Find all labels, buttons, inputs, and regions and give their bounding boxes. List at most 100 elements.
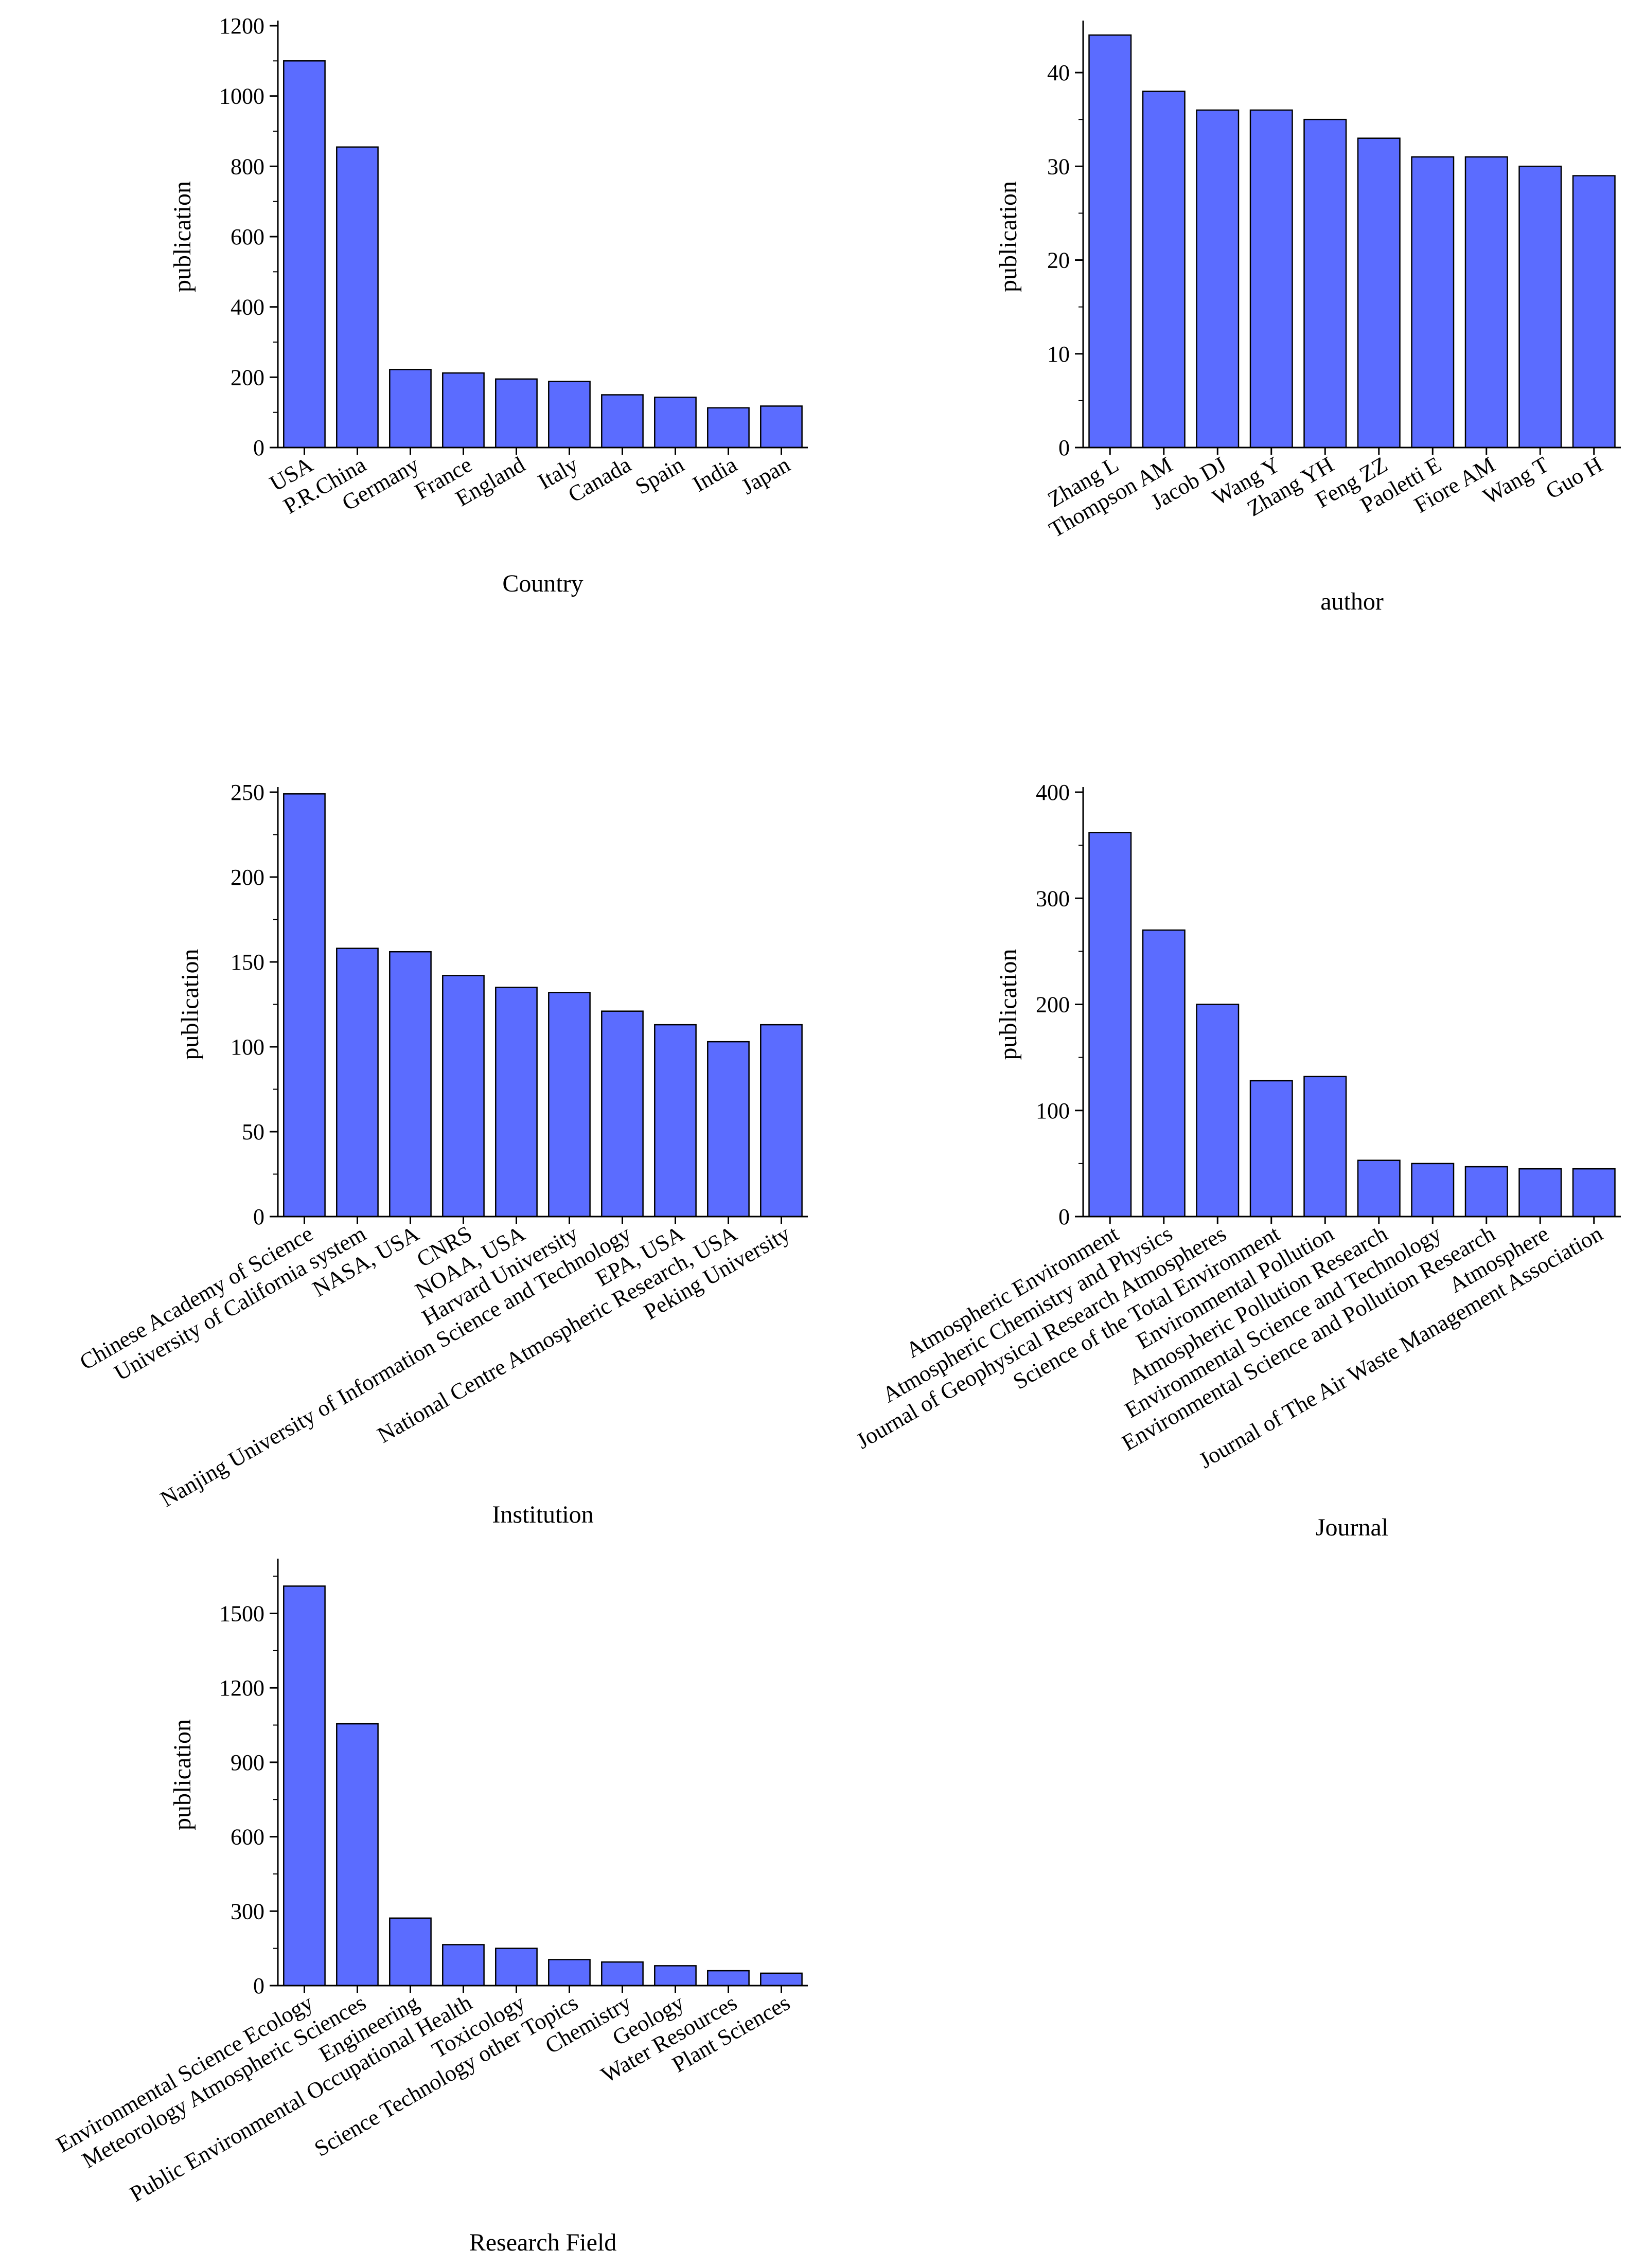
bar-0 xyxy=(283,1585,326,1987)
bar-2 xyxy=(389,951,432,1218)
bar-2 xyxy=(389,369,432,449)
bar-3 xyxy=(442,372,485,449)
y-axis-title: publication xyxy=(169,1719,196,1830)
y-tick-label: 0 xyxy=(253,1204,264,1229)
bar-8 xyxy=(707,1041,750,1218)
bar-1 xyxy=(1142,929,1186,1218)
y-tick-label: 600 xyxy=(231,224,264,249)
y-tick-label: 0 xyxy=(1058,435,1070,460)
bar-9 xyxy=(1572,1168,1616,1218)
y-tick-label: 200 xyxy=(231,365,264,390)
bar-4 xyxy=(495,987,538,1218)
bar-2 xyxy=(389,1917,432,1987)
bar-7 xyxy=(1464,156,1508,449)
y-tick-label: 0 xyxy=(1058,1204,1070,1229)
bar-8 xyxy=(1518,166,1562,449)
y-tick-label: 200 xyxy=(231,865,264,890)
bar-6 xyxy=(601,1010,644,1218)
x-axis-title: Country xyxy=(502,570,583,597)
bar-1 xyxy=(336,948,379,1218)
chart-institution: 0 50 100 150 200 250 Chinese Academy of Scienc… xyxy=(76,780,808,1528)
bar-2 xyxy=(1196,1004,1240,1218)
y-tick-label: 300 xyxy=(231,1899,264,1924)
bar-5 xyxy=(548,381,591,449)
y-tick-label: 200 xyxy=(1036,992,1070,1017)
y-tick-label: 0 xyxy=(253,1973,264,1998)
bar-4 xyxy=(495,1948,538,1987)
bar-4 xyxy=(495,378,538,449)
bar-0 xyxy=(1088,34,1132,449)
y-tick-label: 100 xyxy=(1036,1098,1070,1123)
bar-0 xyxy=(1088,832,1132,1218)
bar-5 xyxy=(1357,137,1401,449)
x-axis-title: Institution xyxy=(492,1501,593,1528)
y-axis-title: publication xyxy=(169,181,196,292)
bar-1 xyxy=(336,1723,379,1987)
bar-1 xyxy=(336,146,379,449)
bar-8 xyxy=(1518,1168,1562,1218)
bar-1 xyxy=(1142,91,1186,449)
bar-9 xyxy=(760,405,803,449)
x-axis-title: Research Field xyxy=(469,2229,617,2256)
bar-6 xyxy=(601,394,644,449)
y-tick-label: 1500 xyxy=(219,1601,264,1626)
bar-8 xyxy=(707,1970,750,1987)
y-tick-label: 300 xyxy=(1036,886,1070,911)
y-tick-label: 40 xyxy=(1047,60,1070,85)
y-tick-label: 800 xyxy=(231,154,264,179)
bar-9 xyxy=(760,1024,803,1218)
x-category-label: Nanjing University of Information Scienc… xyxy=(156,1221,635,1512)
y-tick-label: 1200 xyxy=(219,1675,264,1701)
bar-5 xyxy=(1357,1159,1401,1218)
bar-8 xyxy=(707,407,750,449)
y-axis-title: publication xyxy=(995,949,1022,1060)
y-tick-label: 250 xyxy=(231,780,264,805)
y-tick-label: 400 xyxy=(231,295,264,320)
y-tick-label: 100 xyxy=(231,1034,264,1060)
y-axis-title: publication xyxy=(995,181,1022,292)
bar-3 xyxy=(442,975,485,1218)
y-tick-label: 600 xyxy=(231,1825,264,1850)
x-category-label: Spain xyxy=(631,452,688,499)
x-axis-title: author xyxy=(1320,588,1384,615)
chart-country: 020040060080010001200USAP.R.ChinaGermany… xyxy=(169,13,808,597)
y-tick-label: 1200 xyxy=(219,13,264,39)
y-tick-label: 900 xyxy=(231,1750,264,1775)
bar-6 xyxy=(601,1961,644,1987)
y-tick-label: 1000 xyxy=(219,84,264,109)
x-category-label: Japan xyxy=(737,452,794,499)
x-category-label: Chinese Academy of Science xyxy=(76,1221,317,1375)
x-category-label: India xyxy=(688,452,741,497)
bar-7 xyxy=(654,1965,697,1987)
y-tick-label: 400 xyxy=(1036,780,1070,805)
bar-6 xyxy=(1411,1163,1455,1218)
bar-5 xyxy=(548,1959,591,1987)
bar-9 xyxy=(1572,175,1616,449)
y-tick-label: 0 xyxy=(253,435,264,460)
bar-4 xyxy=(1303,118,1347,449)
bar-3 xyxy=(1249,1080,1293,1218)
y-tick-label: 20 xyxy=(1047,248,1070,273)
y-axis-title: publication xyxy=(176,949,204,1060)
x-axis-title: Journal xyxy=(1316,1514,1388,1541)
y-tick-label: 10 xyxy=(1047,342,1070,367)
x-category-label: University of California system xyxy=(110,1221,370,1385)
bar-0 xyxy=(283,793,326,1218)
bar-3 xyxy=(442,1944,485,1987)
bar-7 xyxy=(654,397,697,449)
chart-research-field: 0 300 600 900 1200 1500 Environmental Science … xyxy=(52,1559,808,2256)
bar-6 xyxy=(1411,156,1455,449)
bar-4 xyxy=(1303,1076,1347,1218)
bar-5 xyxy=(548,992,591,1218)
bar-0 xyxy=(283,60,326,449)
y-tick-label: 50 xyxy=(242,1119,264,1145)
y-tick-label: 30 xyxy=(1047,154,1070,179)
x-category-label: Guo H xyxy=(1542,452,1607,504)
bar-3 xyxy=(1249,109,1293,449)
x-category-label: Canada xyxy=(564,452,635,507)
bar-7 xyxy=(654,1024,697,1218)
bar-9 xyxy=(760,1972,803,1987)
y-tick-label: 150 xyxy=(231,950,264,975)
